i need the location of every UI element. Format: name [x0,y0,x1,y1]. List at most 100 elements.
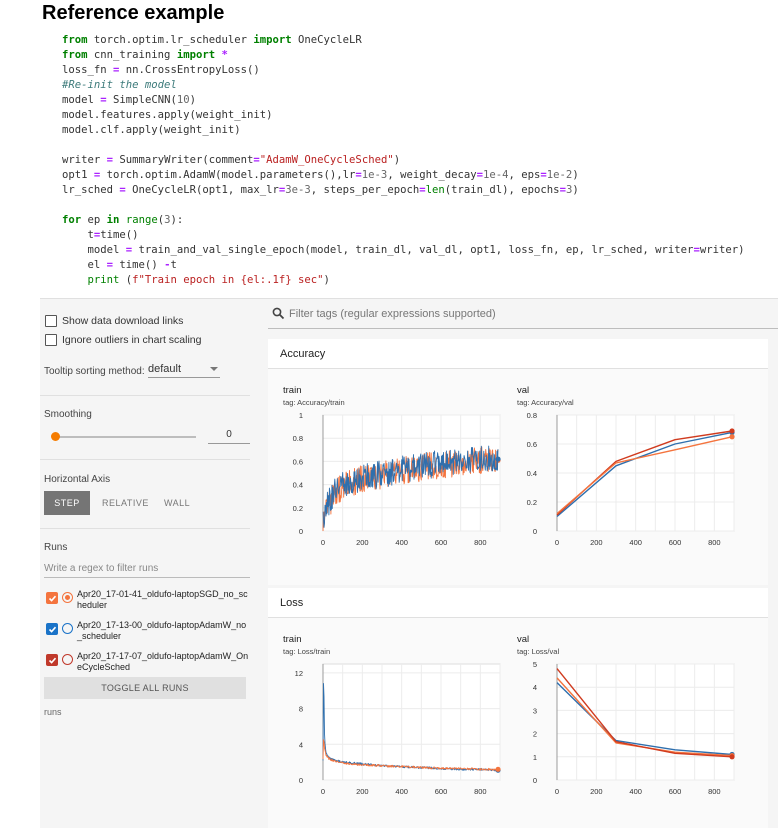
code-token: = [125,244,133,256]
code-token: SimpleCNN( [106,94,177,106]
accuracy-group-title: Accuracy [280,347,326,360]
code-line: opt1 = torch.optim.AdamW(model.parameter… [62,168,744,183]
haxis-step-button[interactable]: STEP [44,491,90,515]
run-radio[interactable] [62,654,73,665]
x-tick-label: 400 [629,787,642,796]
code-token: = [106,259,114,271]
code-token: model [62,244,126,256]
x-tick-label: 200 [590,787,603,796]
series-line [322,739,499,771]
chart-title: val [517,385,530,396]
x-tick-label: 800 [474,538,487,547]
code-token: (train_dl), epochs [444,184,560,196]
code-token: - [164,259,171,271]
search-icon [272,307,285,320]
smoothing-slider-track[interactable] [56,436,196,438]
series-end-point [495,456,501,462]
series-line [556,431,733,518]
run-item[interactable]: Apr20_17-17-07_oldufo-laptopAdamW_On eCy… [46,651,256,673]
series-line [556,436,733,515]
run-item[interactable]: Apr20_17-01-41_oldufo-laptopSGD_no_sc he… [46,589,256,611]
code-token: time() [100,229,139,241]
code-token: f"Train epoch in {el:.1f} sec" [132,274,324,286]
code-token: = [253,154,260,166]
run-radio[interactable] [62,592,73,603]
run-checkbox[interactable] [46,654,58,666]
code-token: 3 [565,184,573,196]
y-tick-label: 0 [299,527,303,536]
page-heading: Reference example [42,2,225,24]
code-token: for [62,214,82,226]
tensorboard-sidebar: Show data download links Ignore outliers… [40,299,260,828]
haxis-wall-button[interactable]: WALL [164,498,191,508]
y-tick-label: 4 [299,740,303,749]
tooltip-sort-select[interactable]: default [148,363,220,378]
code-token: t [170,259,177,271]
code-token: 1e-2 [546,169,573,181]
run-name: Apr20_17-13-00_oldufo-laptopAdamW_no _sc… [77,620,247,641]
code-line: print (f"Train epoch in {el:.1f} sec") [62,273,744,288]
ignore-outliers-checkbox[interactable] [45,334,57,346]
run-item[interactable]: Apr20_17-13-00_oldufo-laptopAdamW_no _sc… [46,620,256,642]
x-tick-label: 200 [590,538,603,547]
y-tick-label: 4 [533,683,537,692]
x-tick-label: 0 [555,787,559,796]
code-token: in [106,214,120,226]
smoothing-slider-knob[interactable] [51,432,60,441]
code-token: = [540,169,547,181]
x-tick-label: 800 [474,787,487,796]
code-line [62,198,744,213]
code-token: 1e-3 [361,169,388,181]
series-line [556,668,733,758]
runs-filter-input[interactable]: Write a regex to filter runs [44,563,250,578]
chart-svg[interactable]: 0 0.2 0.4 0.6 0.8 1 0 200 400 600 800 [278,409,508,559]
run-checkbox[interactable] [46,623,58,635]
code-line: #Re-init the model [62,78,744,93]
y-tick-label: 3 [533,706,537,715]
code-line: from cnn_training import * [62,48,744,63]
x-tick-label: 400 [395,538,408,547]
code-token: t [62,229,94,241]
code-token: ): [170,214,184,226]
code-token: print [87,274,120,286]
accuracy-panel: train tag: Accuracy/train 0 0.2 0.4 0.6 0.8 1 0 2… [268,369,768,602]
code-token: , weight_decay [387,169,477,181]
y-tick-label: 0.8 [527,411,537,420]
chart-card-loss-val: val tag: Loss/val 0 1 2 3 4 5 0 200 400 600 800 [512,628,742,828]
run-radio[interactable] [62,623,73,634]
smoothing-value-input[interactable]: 0 [208,429,250,444]
run-checkbox[interactable] [46,592,58,604]
check-icon [48,626,56,633]
code-cell[interactable]: from torch.optim.lr_scheduler import One… [62,33,744,288]
toggle-all-runs-button[interactable]: TOGGLE ALL RUNS [44,677,246,699]
filter-tags-input[interactable]: Filter tags (regular expressions support… [289,307,496,320]
code-line [62,138,744,153]
haxis-relative-button[interactable]: RELATIVE [102,498,149,508]
code-token: ( [119,274,133,286]
show-download-checkbox-row[interactable]: Show data download links [45,315,183,327]
code-line: model = train_and_val_single_epoch(model… [62,243,745,258]
y-tick-label: 0 [299,776,303,785]
y-tick-label: 1 [299,411,303,420]
show-download-checkbox[interactable] [45,315,57,327]
code-token: = [113,64,120,76]
accuracy-group-header[interactable]: Accuracy [268,339,768,369]
filter-tags-bar[interactable]: Filter tags (regular expressions support… [268,299,778,329]
run-name: Apr20_17-17-07_oldufo-laptopAdamW_On eCy… [77,651,249,672]
show-download-label: Show data download links [62,315,184,327]
y-tick-label: 2 [533,730,537,739]
chart-svg[interactable]: 0 1 2 3 4 5 0 200 400 600 800 [512,658,742,808]
code-token: ) [189,94,196,106]
code-token: = [476,169,483,181]
code-line: el = time() -t [62,258,744,273]
chart-card-accuracy-train: train tag: Accuracy/train 0 0.2 0.4 0.6 0.8 1 0 2… [278,379,508,602]
x-tick-label: 600 [435,538,448,547]
loss-group-header[interactable]: Loss [268,588,768,618]
chart-svg[interactable]: 0 4 8 12 0 200 400 600 800 [278,658,508,808]
ignore-outliers-checkbox-row[interactable]: Ignore outliers in chart scaling [45,334,202,346]
y-tick-label: 12 [295,669,303,678]
code-token: ) [393,154,401,166]
code-token: = [693,244,700,256]
chart-svg[interactable]: 0 0.2 0.4 0.6 0.8 0 200 400 600 800 [512,409,742,559]
code-token: from [62,34,88,46]
